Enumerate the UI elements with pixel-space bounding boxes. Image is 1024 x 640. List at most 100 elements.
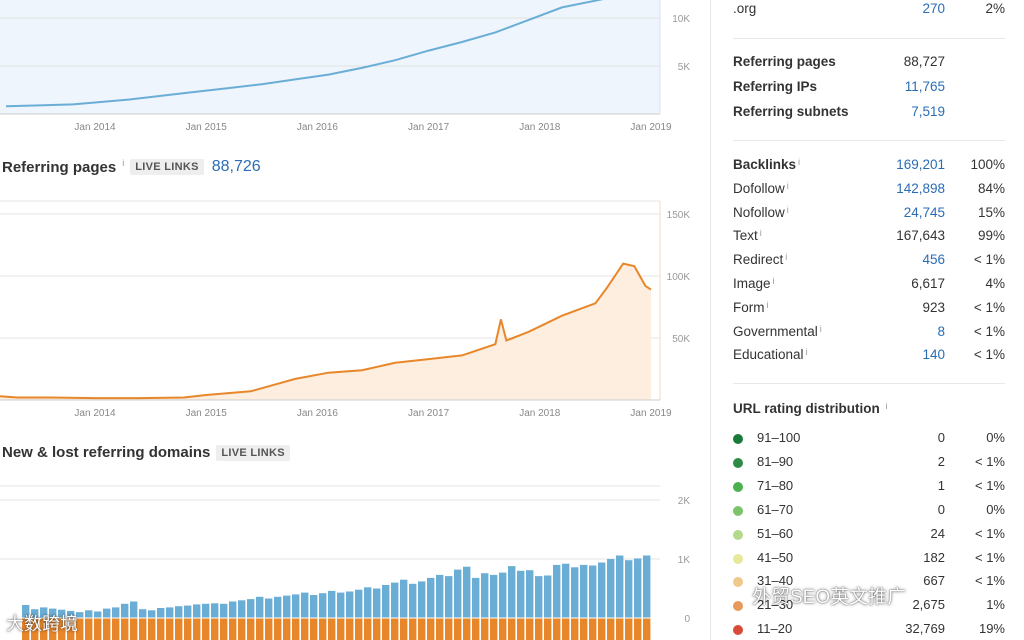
new-bar	[184, 605, 192, 618]
rating-dot-icon	[733, 577, 743, 588]
rating-range: 61–70	[757, 501, 794, 517]
new-bar	[427, 577, 435, 618]
info-icon[interactable]: i	[798, 157, 801, 167]
lost-bar	[220, 618, 228, 640]
lost-bar	[391, 618, 399, 640]
referring-pages-count: 88,726	[211, 158, 261, 175]
info-icon[interactable]: i	[772, 276, 775, 286]
stat-label: Referring pages	[733, 54, 836, 69]
info-icon[interactable]: i	[786, 180, 789, 191]
lost-bar	[256, 618, 264, 640]
rating-dot-icon	[733, 553, 743, 564]
new-bar	[328, 590, 336, 618]
info-icon[interactable]: i	[122, 158, 125, 168]
new-bar	[562, 563, 570, 618]
stat-row-redirect: Redirect i 456 < 1%	[733, 252, 1005, 272]
new-bar	[580, 564, 588, 618]
stat-label: Governmental i	[733, 323, 822, 339]
series-line	[5, 0, 604, 108]
rating-percent: 0%	[986, 430, 1005, 445]
lost-bar	[40, 618, 48, 640]
stat-value[interactable]: 24,745	[903, 204, 945, 220]
new-bar	[175, 606, 183, 618]
new-bar	[58, 609, 66, 618]
stat-value[interactable]: 142,898	[896, 180, 945, 196]
rating-percent: < 1%	[975, 573, 1005, 589]
info-icon[interactable]: i	[785, 252, 788, 263]
stat-row-governmental: Governmental i 8 < 1%	[733, 324, 1005, 344]
lost-bar	[634, 618, 642, 640]
x-tick-label: Jan 2016	[297, 408, 339, 419]
lost-bar	[364, 618, 372, 640]
rating-count: 182	[923, 549, 945, 565]
new-bar	[490, 574, 498, 618]
rating-range: 21–30	[757, 597, 794, 613]
rating-count: 1	[937, 477, 945, 493]
live-links-badge[interactable]: LIVE LINKS	[130, 159, 204, 175]
stat-label: Dofollow i	[733, 180, 789, 196]
rating-count: 667	[923, 573, 945, 589]
lost-bar	[499, 618, 507, 640]
new-bar	[535, 576, 543, 618]
y-tick-label: 50K	[672, 334, 690, 345]
stat-value[interactable]: 7,519	[911, 104, 945, 119]
info-icon[interactable]: i	[885, 401, 888, 411]
lost-bar	[526, 618, 534, 640]
url-rating-row: 91–100 0 0%	[733, 430, 1005, 450]
lost-bar	[247, 618, 255, 640]
url-rating-row: 31–40 667 < 1%	[733, 573, 1005, 593]
x-tick-label: Jan 2014	[74, 122, 116, 133]
url-rating-row: 51–60 24 < 1%	[733, 526, 1005, 546]
new-bar	[103, 608, 111, 618]
stat-value[interactable]: 140	[922, 347, 945, 363]
url-rating-row: 21–30 2,675 1%	[733, 597, 1005, 617]
stat-label: .org	[733, 1, 757, 16]
new-bar	[301, 592, 309, 618]
url-rating-row: 71–80 1 < 1%	[733, 478, 1005, 498]
stat-percent: 84%	[977, 180, 1005, 196]
new-bar	[229, 601, 237, 618]
lost-bar	[508, 618, 516, 640]
rating-count: 32,769	[905, 621, 945, 637]
lost-bar	[337, 618, 345, 640]
new-bar	[544, 575, 552, 618]
rating-dot-icon	[733, 601, 743, 612]
rating-range: 71–80	[757, 477, 794, 493]
plot-area	[0, 0, 660, 114]
new-bar	[571, 567, 579, 618]
stat-value[interactable]: 8	[937, 323, 945, 339]
lost-bar	[166, 618, 174, 640]
new-bar	[292, 594, 300, 618]
rating-count: 24	[930, 525, 945, 541]
lost-bar	[175, 618, 183, 640]
stat-row-referring-subnets: Referring subnets 7,519	[733, 104, 1005, 124]
info-icon[interactable]: i	[805, 347, 808, 358]
rating-dot-icon	[733, 457, 743, 468]
stat-value[interactable]: 270	[922, 1, 945, 16]
new-bar	[49, 608, 57, 618]
stat-label: Redirect i	[733, 252, 788, 268]
lost-bar	[535, 618, 543, 640]
new-bar	[553, 564, 561, 618]
url-rating-row: 11–20 32,769 19%	[733, 621, 1005, 640]
stat-value[interactable]: 11,765	[904, 79, 945, 94]
lost-bar	[589, 618, 597, 640]
new-bar	[310, 595, 318, 618]
stat-value[interactable]: 456	[922, 252, 945, 268]
lost-bar	[238, 618, 246, 640]
stat-label: Image i	[733, 276, 775, 291]
stat-percent: < 1%	[973, 252, 1005, 268]
new-bar	[445, 576, 453, 618]
lost-bar	[607, 618, 615, 640]
new-bar	[634, 558, 642, 618]
lost-bar	[229, 618, 237, 640]
live-links-badge[interactable]: LIVE LINKS	[216, 444, 290, 461]
info-icon[interactable]: i	[766, 299, 769, 310]
new-bar	[373, 588, 381, 618]
new-bar	[355, 589, 363, 618]
stat-value[interactable]: 169,201	[896, 157, 945, 172]
series-line	[0, 262, 652, 400]
info-icon[interactable]: i	[786, 204, 789, 215]
info-icon[interactable]: i	[819, 323, 822, 334]
info-icon[interactable]: i	[759, 228, 762, 239]
